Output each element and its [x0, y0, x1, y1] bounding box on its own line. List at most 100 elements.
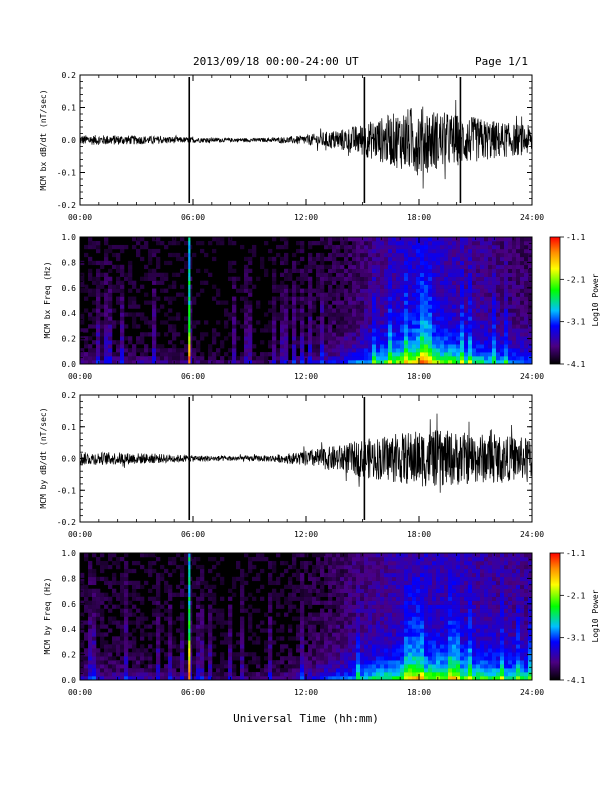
spectrogram-cell — [180, 636, 185, 641]
spectrogram-cell — [400, 608, 405, 613]
spectrogram-cell — [276, 636, 281, 641]
spectrogram-cell — [364, 352, 369, 357]
spectrogram-cell — [412, 320, 417, 325]
spectrogram-cell — [184, 348, 189, 353]
spectrogram-cell — [508, 260, 513, 266]
spectrogram-cell — [244, 316, 249, 321]
spectrogram-cell — [332, 292, 337, 297]
spectrogram-cell — [364, 648, 369, 653]
spectrogram-cell — [220, 660, 225, 665]
spectrogram-cell — [280, 648, 285, 653]
spectrogram-cell — [140, 600, 145, 605]
spectrogram-cell — [92, 676, 97, 681]
spectrogram-cell — [340, 636, 345, 641]
spectrogram-cell — [484, 336, 489, 341]
spectrogram-cell — [508, 312, 513, 317]
spectrogram-cell — [408, 340, 413, 345]
spectrogram-cell — [168, 664, 173, 669]
spectrogram-cell — [492, 344, 497, 349]
spectrogram-cell — [100, 304, 105, 309]
spectrogram-cell — [424, 284, 429, 289]
spectrogram-cell — [376, 584, 381, 590]
spectrogram-cell — [436, 240, 441, 246]
spectrogram-cell — [132, 592, 137, 597]
spectrogram-cell — [168, 628, 173, 633]
spectrogram-cell — [156, 280, 161, 285]
spectrogram-cell — [248, 560, 253, 566]
spectrogram-cell — [136, 616, 141, 621]
spectrogram-cell — [528, 288, 533, 293]
spectrogram-cell — [296, 616, 301, 621]
spectrogram-cell — [340, 668, 345, 673]
spectrogram-cell — [420, 592, 425, 597]
spectrogram-cell — [404, 596, 409, 601]
spectrogram-cell — [84, 660, 89, 665]
spectrogram-cell — [292, 348, 297, 353]
spectrogram-cell — [404, 608, 409, 613]
spectrogram-cell — [496, 272, 501, 277]
spectrogram-cell — [196, 556, 201, 562]
spectrogram-cell — [96, 616, 101, 621]
spectrogram-cell — [392, 632, 397, 637]
spectrogram-cell — [136, 672, 141, 677]
spectrogram-cell — [400, 612, 405, 617]
spectrogram-cell — [472, 308, 477, 313]
spectrogram-cell — [100, 344, 105, 349]
spectrogram-cell — [380, 608, 385, 613]
spectrogram-cell — [392, 564, 397, 570]
spectrogram-cell — [388, 284, 393, 289]
spectrogram-cell — [412, 560, 417, 566]
spectrogram-cell — [352, 636, 357, 641]
spectrogram-cell — [356, 656, 361, 661]
y-tick-label: 0.2 — [62, 391, 77, 400]
spectrogram-cell — [336, 620, 341, 625]
spectrogram-cell — [316, 580, 321, 586]
spectrogram-cell — [320, 592, 325, 597]
spectrogram-cell — [452, 288, 457, 293]
spectrogram-cell — [280, 324, 285, 329]
spectrogram-cell — [312, 624, 317, 629]
spectrogram-cell — [388, 600, 393, 605]
spectrogram-cell — [124, 632, 129, 637]
spectrogram-cell — [248, 616, 253, 621]
spectrogram-cell — [416, 604, 421, 609]
spectrogram-cell — [296, 644, 301, 649]
spectrogram-cell — [228, 660, 233, 665]
spectrogram-cell — [456, 348, 461, 353]
spectrogram-cell — [384, 628, 389, 633]
spectrogram-cell — [140, 276, 145, 281]
spectrogram-cell — [84, 604, 89, 609]
spectrogram-cell — [124, 580, 129, 586]
spectrogram-cell — [428, 312, 433, 317]
spectrogram-cell — [440, 268, 445, 274]
spectrogram-cell — [516, 268, 521, 274]
spectrogram-cell — [416, 636, 421, 641]
spectrogram-cell — [368, 308, 373, 313]
spectrogram-cell — [284, 356, 289, 361]
spectrogram-cell — [136, 660, 141, 665]
spectrogram-cell — [520, 360, 525, 365]
spectrogram-cell — [404, 316, 409, 321]
spectrogram-cell — [124, 312, 129, 317]
spectrogram-cell — [148, 276, 153, 281]
spectrogram-cell — [92, 360, 97, 365]
spectrogram-cell — [284, 324, 289, 329]
spectrogram-cell — [396, 556, 401, 562]
spectrogram-cell — [116, 252, 121, 258]
spectrogram-cell — [300, 656, 305, 661]
spectrogram-cell — [160, 628, 165, 633]
spectrogram-cell — [376, 340, 381, 345]
spectrogram-cell — [156, 640, 161, 645]
spectrogram-cell — [440, 344, 445, 349]
spectrogram-cell — [392, 644, 397, 649]
spectrogram-cell — [164, 580, 169, 586]
spectrogram-cell — [440, 276, 445, 281]
spectrogram-cell — [508, 348, 513, 353]
spectrogram-cell — [156, 308, 161, 313]
spectrogram-cell — [376, 632, 381, 637]
spectrogram-cell — [284, 240, 289, 246]
spectrogram-cell — [412, 288, 417, 293]
spectrogram-cell — [120, 628, 125, 633]
spectrogram-cell — [184, 300, 189, 305]
spectrogram-cell — [96, 560, 101, 566]
